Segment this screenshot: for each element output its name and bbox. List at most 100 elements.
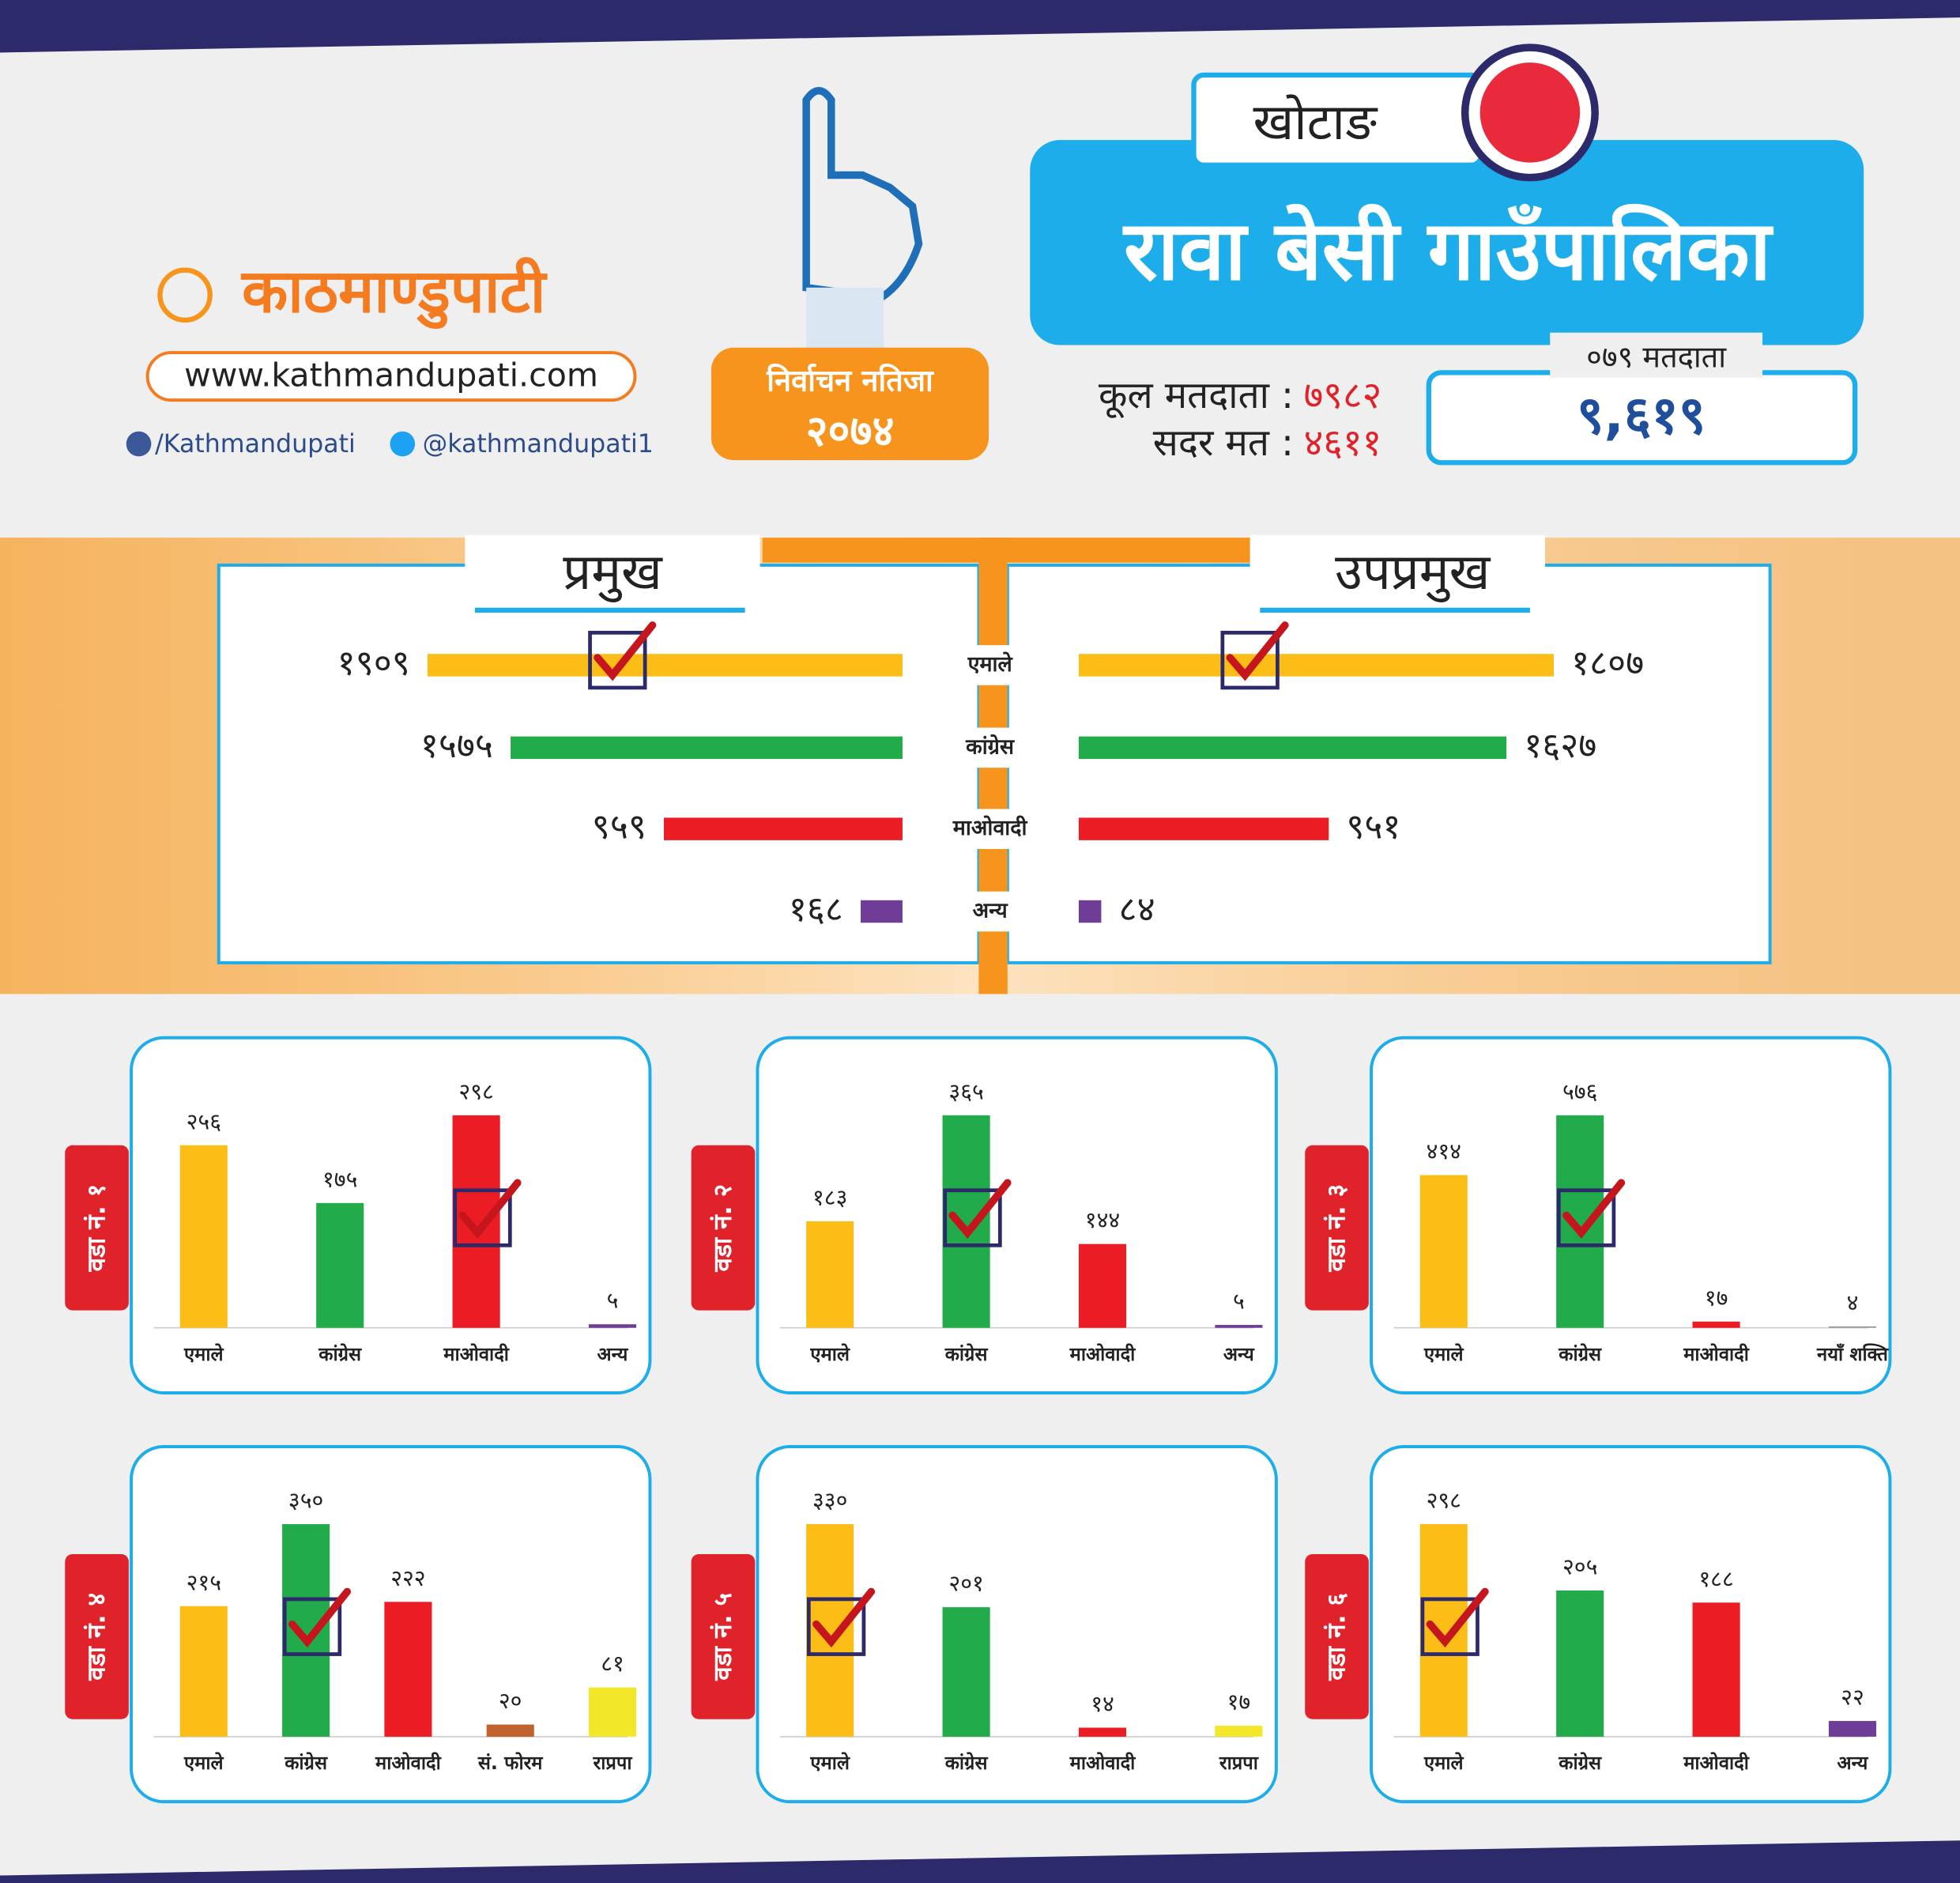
bar xyxy=(588,1687,637,1737)
value-label: २९८ xyxy=(1427,1488,1461,1514)
badge-year: २०७४ xyxy=(806,406,895,455)
bar xyxy=(452,1115,500,1328)
value-label: १७५ xyxy=(322,1166,357,1192)
winner-check xyxy=(594,621,657,681)
winner-box xyxy=(1420,1597,1479,1656)
category-label: माओवादी xyxy=(1069,1343,1136,1365)
bar xyxy=(942,1115,990,1328)
municipality: रावा बेसी गाउँपालिका xyxy=(1122,202,1774,299)
logo-icon xyxy=(157,267,213,323)
category-label: माओवादी xyxy=(375,1752,442,1774)
value-label: ४ xyxy=(1847,1289,1859,1315)
ballot-inner xyxy=(1479,62,1581,163)
panel-title: उपप्रमुख xyxy=(1335,542,1491,602)
winner-box xyxy=(806,1597,866,1656)
value-label: १६२७ xyxy=(1524,726,1596,766)
bar xyxy=(861,900,903,923)
category-label: एमाले xyxy=(183,1343,224,1365)
category-label: माओवादी xyxy=(1683,1343,1750,1365)
category-label: एमाले xyxy=(183,1752,224,1774)
category-label: एमाले xyxy=(809,1752,850,1774)
bar xyxy=(1692,1602,1740,1737)
value-label: २०१ xyxy=(948,1571,983,1597)
bar xyxy=(588,1324,637,1328)
title-box xyxy=(1030,140,1864,345)
bar xyxy=(806,1221,854,1328)
ward-title: वडा नं. ४ xyxy=(82,1593,111,1681)
badge-title: निर्वाचन नतिजा xyxy=(766,364,934,398)
value-label: ९५९ xyxy=(592,807,646,847)
bar xyxy=(1078,900,1102,923)
bar xyxy=(806,1524,854,1737)
category-label: कांग्रेस xyxy=(944,1343,989,1365)
category-bg xyxy=(935,891,1046,932)
valid-votes: ४६११ xyxy=(1304,421,1382,465)
top-bar xyxy=(762,538,1253,563)
bar xyxy=(1419,1524,1468,1737)
bar xyxy=(1215,1325,1263,1328)
category-label: कांग्रेस xyxy=(944,1752,989,1774)
ward-tag xyxy=(691,1145,756,1311)
bar xyxy=(1215,1726,1263,1737)
category-label: अन्य xyxy=(1838,1752,1869,1774)
category-bg xyxy=(935,727,1046,768)
value-label: ९५१ xyxy=(1346,807,1400,847)
valid-votes-label: सदर मत : xyxy=(1153,421,1294,465)
value-label: २१५ xyxy=(187,1569,221,1595)
value-label: २९८ xyxy=(458,1078,493,1104)
panel-title-bg xyxy=(465,534,760,610)
bar xyxy=(1556,1115,1604,1328)
bar xyxy=(1692,1321,1740,1328)
category-label: माओवादी xyxy=(1069,1752,1136,1774)
bar xyxy=(179,1145,228,1328)
bar xyxy=(1078,736,1507,760)
voters-079-label: ०७९ मतदाता xyxy=(1586,339,1727,374)
winner-box xyxy=(588,630,647,690)
value-label: १९०९ xyxy=(337,643,410,683)
winner-check xyxy=(288,1587,352,1648)
value-label: ५ xyxy=(607,1288,619,1314)
bar xyxy=(1078,1243,1127,1328)
ward-panel xyxy=(1370,1036,1892,1394)
winner-box xyxy=(943,1188,1002,1247)
category-label: कांग्रेस xyxy=(1558,1343,1602,1365)
value-label: ८१ xyxy=(601,1651,624,1677)
logo: काठमाण्डुपाटी xyxy=(240,256,548,329)
category-label: अन्य xyxy=(597,1343,629,1365)
category-bg xyxy=(935,809,1046,849)
winner-check xyxy=(948,1179,1012,1239)
district: खोटाङ xyxy=(1253,92,1378,151)
value-label: १४४ xyxy=(1085,1207,1120,1233)
winner-check xyxy=(458,1179,522,1239)
website: www.kathmandupati.com xyxy=(184,357,598,394)
category-label: माओवादी xyxy=(952,815,1028,840)
ward-tag xyxy=(691,1554,756,1719)
ward-tag xyxy=(1305,1145,1369,1311)
bar xyxy=(179,1606,228,1737)
winner-box xyxy=(1220,630,1280,690)
category-label: कांग्रेस xyxy=(318,1343,362,1365)
category-label: माओवादी xyxy=(1683,1752,1750,1774)
bar xyxy=(1828,1721,1877,1737)
finger-icon xyxy=(802,87,923,302)
bar xyxy=(486,1724,534,1737)
category-label: कांग्रेस xyxy=(965,734,1016,759)
bar xyxy=(316,1202,364,1328)
bar xyxy=(1078,1727,1127,1737)
bar xyxy=(511,736,903,760)
winner-check xyxy=(812,1587,876,1648)
bar xyxy=(664,817,903,840)
value-label: १५७५ xyxy=(420,726,493,766)
fb-icon xyxy=(126,431,152,457)
panel-title-bg xyxy=(1250,534,1545,610)
category-label: माओवादी xyxy=(443,1343,510,1365)
ward-panel xyxy=(1370,1445,1892,1804)
ward-tag xyxy=(1305,1554,1369,1719)
winner-check xyxy=(1226,621,1289,681)
category-label: एमाले xyxy=(1423,1343,1464,1365)
bar xyxy=(282,1524,330,1737)
category-label: एमाले xyxy=(1423,1752,1464,1774)
winner-box xyxy=(1556,1188,1616,1247)
ward-title: वडा नं. ५ xyxy=(709,1593,737,1681)
value-label: ४१४ xyxy=(1427,1138,1461,1164)
